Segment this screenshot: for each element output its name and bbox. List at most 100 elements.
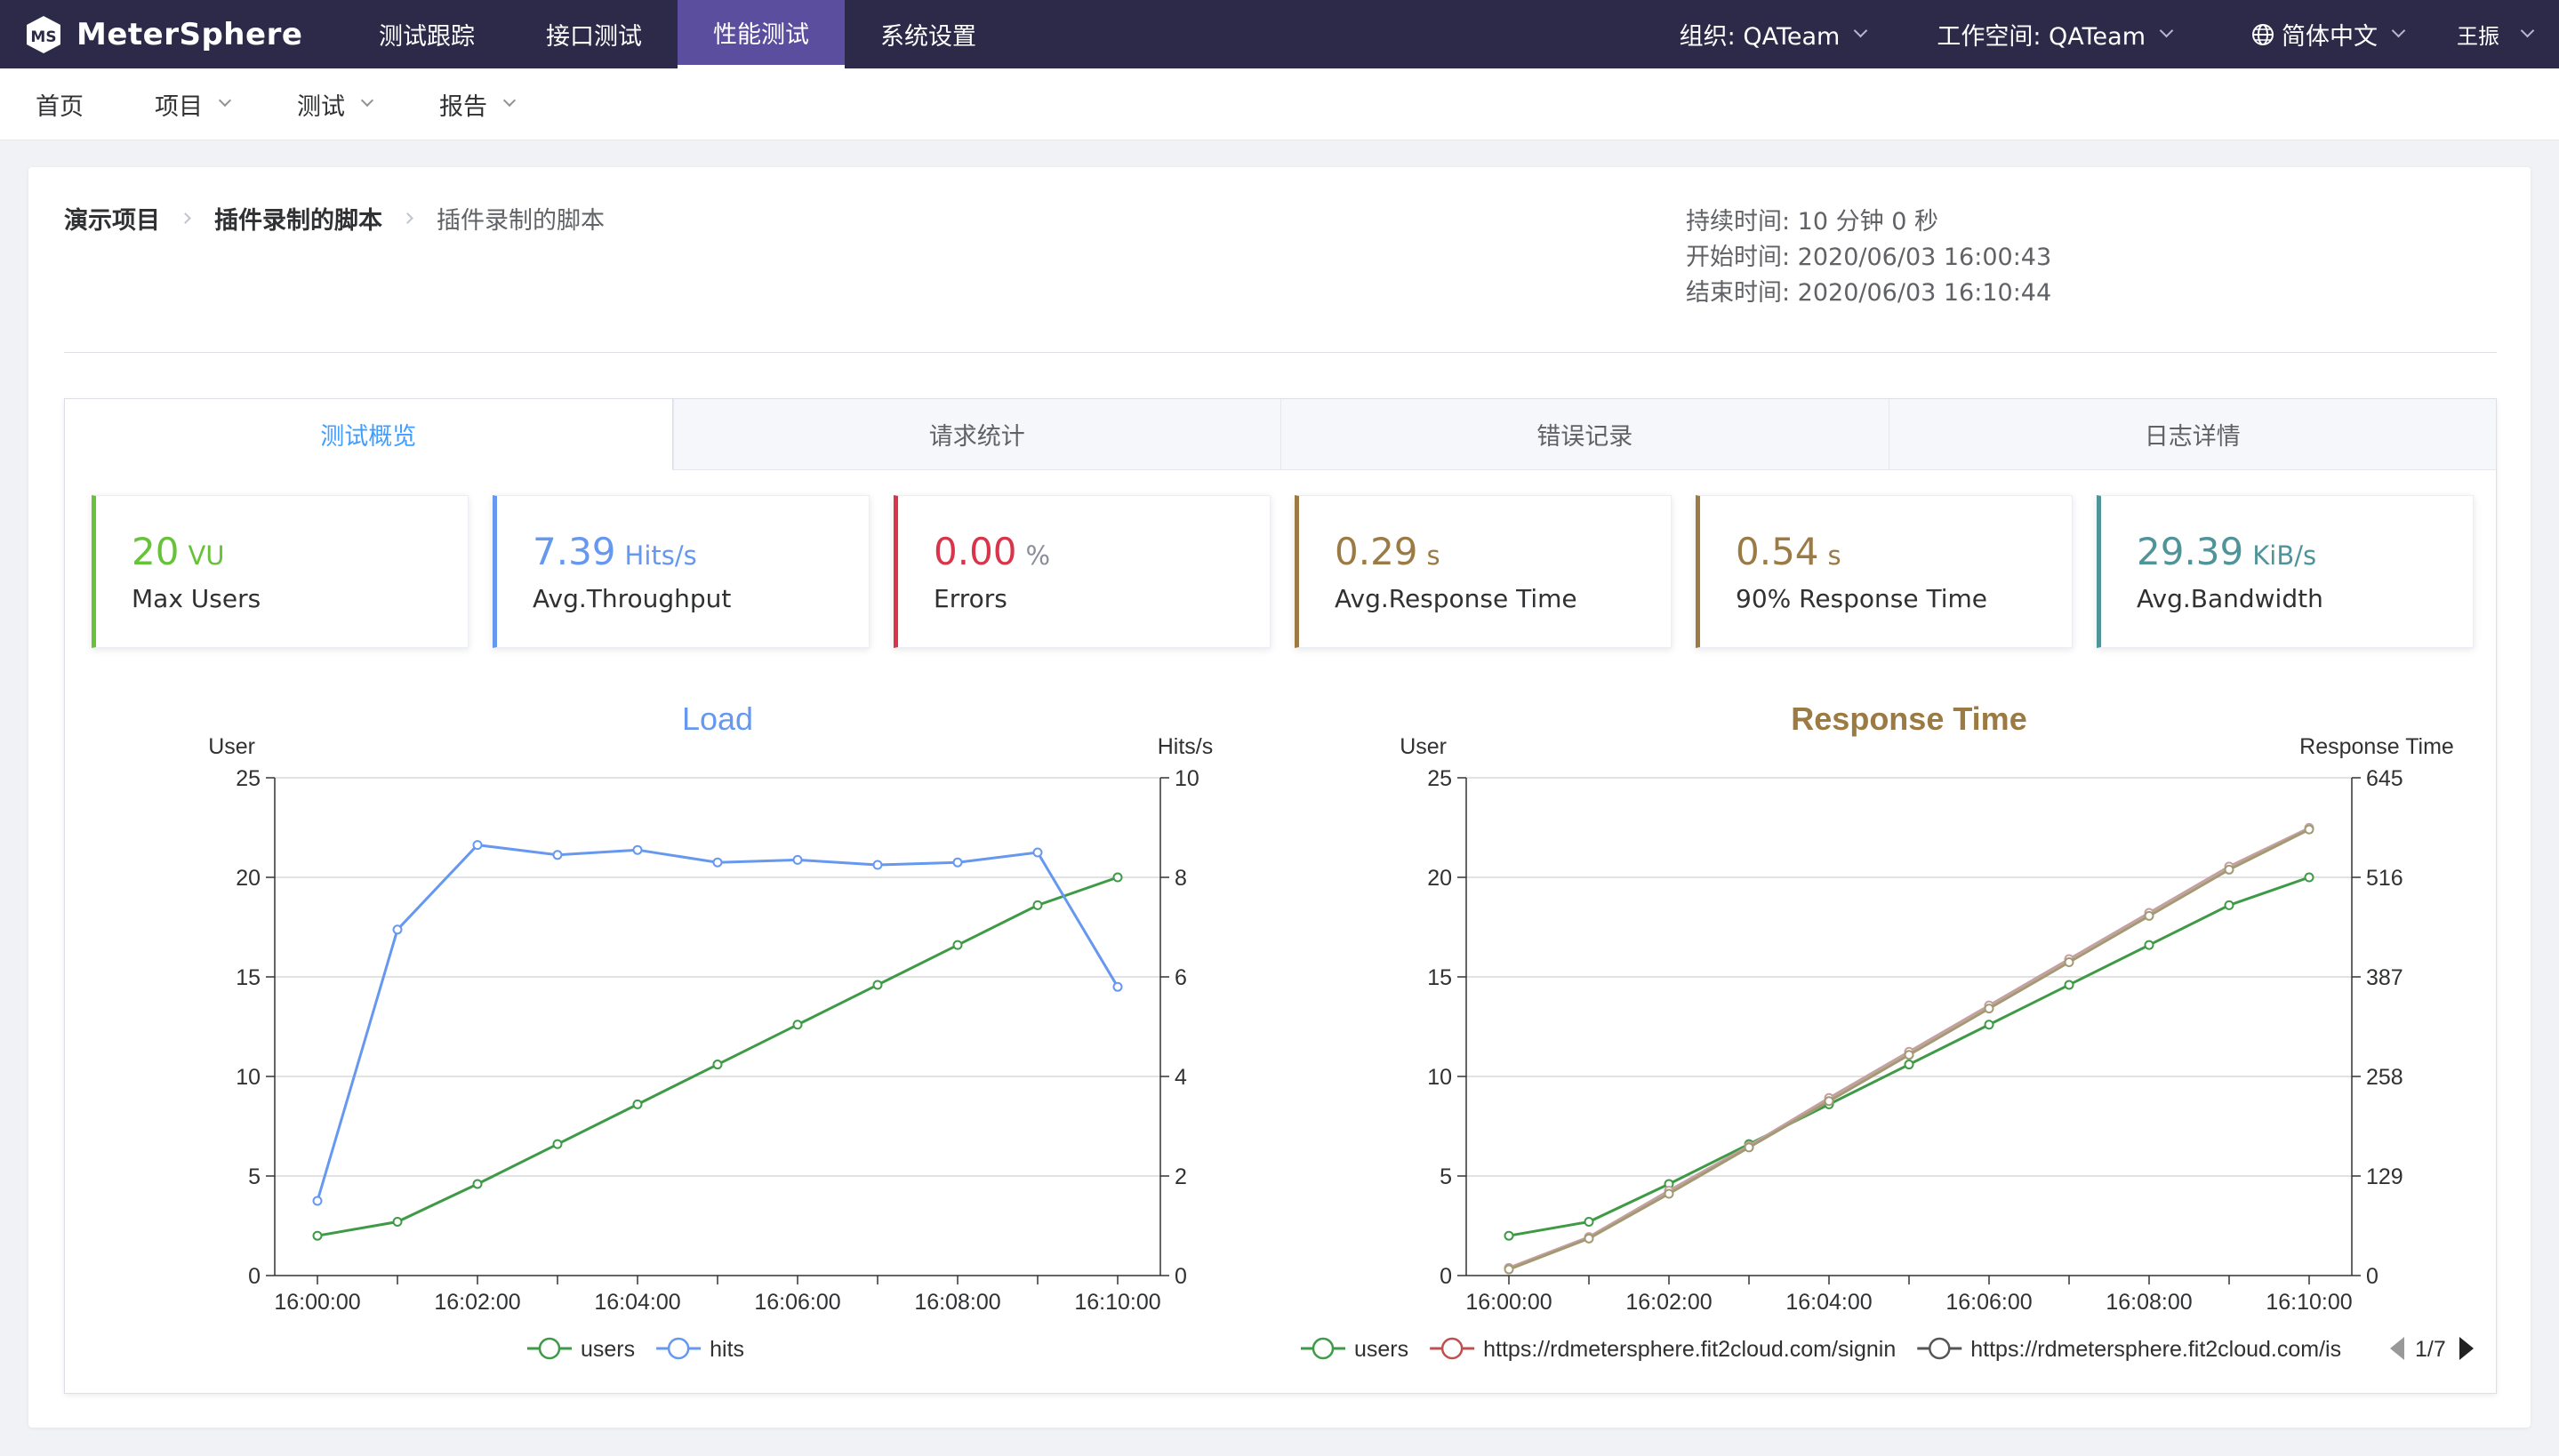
y-tick-label-right: 387 (2366, 965, 2403, 990)
data-point (872, 860, 883, 870)
data-point (552, 850, 563, 860)
y-tick-label-right: 0 (1175, 1264, 1187, 1289)
metersphere-logo-icon: MS (23, 14, 64, 55)
subnav-project[interactable]: 项目 (155, 87, 232, 122)
user-menu[interactable]: 王振 (2457, 19, 2535, 50)
data-point (312, 1230, 323, 1241)
x-tick-label: 16:04:00 (1785, 1290, 1872, 1315)
chevron-right-icon (180, 212, 191, 224)
metric-label: Errors (934, 584, 1007, 613)
data-point (1904, 1060, 1914, 1070)
metric-value: 0.29 (1335, 530, 1418, 573)
data-point (392, 924, 403, 935)
x-tick-label: 16:06:00 (1945, 1290, 2032, 1315)
metric-value: 20 (132, 530, 180, 573)
data-point (392, 1217, 403, 1228)
tab-log-details[interactable]: 日志详情 (1888, 399, 2497, 469)
menu-item-api-test[interactable]: 接口测试 (510, 0, 678, 68)
legend-marker (1312, 1337, 1335, 1360)
data-point (712, 857, 723, 868)
chevron-down-icon (218, 93, 232, 108)
data-point (2224, 900, 2234, 910)
metric-unit: KiB/s (2252, 540, 2317, 571)
subnav-test[interactable]: 测试 (297, 87, 374, 122)
data-point (2064, 980, 2074, 990)
language-switcher[interactable]: 简体中文 (2251, 17, 2406, 52)
org-label: 组织: QATeam (1679, 23, 1841, 51)
subnav-label: 首页 (36, 92, 84, 121)
report-tabs: 测试概览 请求统计 错误记录 日志详情 (65, 399, 2496, 470)
y-axis-left-label: User (208, 734, 255, 759)
legend-label: https://rdmetersphere.fit2cloud.com/is (1970, 1337, 2341, 1362)
metric-label: Max Users (132, 584, 261, 613)
y-tick-label-left: 5 (1440, 1164, 1452, 1189)
data-point (2224, 864, 2234, 875)
data-point (2304, 872, 2314, 883)
y-tick-label-left: 0 (1440, 1264, 1452, 1289)
chart-title: Load (682, 700, 753, 737)
menu-item-test-track[interactable]: 测试跟踪 (343, 0, 510, 68)
sub-navbar: 首页 项目 测试 报告 (0, 68, 2559, 140)
data-point (1984, 1020, 1994, 1030)
data-point (1984, 1004, 1994, 1014)
legend-label: hits (710, 1337, 744, 1362)
data-point (1664, 1188, 1674, 1199)
y-tick-label-left: 15 (1427, 965, 1452, 990)
tab-overview[interactable]: 测试概览 (65, 399, 673, 470)
y-tick-label-left: 5 (248, 1164, 261, 1189)
data-point (952, 940, 963, 950)
y-tick-label-left: 20 (1427, 866, 1452, 891)
menu-item-performance-test[interactable]: 性能测试 (678, 0, 845, 68)
y-tick-label-right: 258 (2366, 1065, 2403, 1090)
metric-label: Avg.Bandwidth (2137, 584, 2323, 613)
start-time-text: 开始时间: 2020/06/03 16:00:43 (1686, 244, 2052, 271)
subnav-report[interactable]: 报告 (439, 87, 517, 122)
metric-label: Avg.Throughput (533, 584, 732, 613)
chevron-down-icon (1854, 23, 1868, 38)
subnav-home[interactable]: 首页 (36, 87, 84, 122)
menu-item-system-settings[interactable]: 系统设置 (845, 0, 1012, 68)
pager-next-icon (2459, 1337, 2474, 1360)
y-tick-label-left: 15 (236, 965, 261, 990)
data-point (1032, 900, 1043, 910)
data-point (1584, 1233, 1594, 1244)
metric-label: Avg.Response Time (1335, 584, 1577, 613)
tab-label: 测试概览 (320, 423, 417, 451)
report-times: 持续时间: 10 分钟 0 秒 开始时间: 2020/06/03 16:00:4… (1686, 204, 2051, 311)
org-switcher[interactable]: 组织: QATeam (1679, 17, 1868, 52)
load-chart: Load User Hits/s 0 5 10 15 20 25 0 2 4 6 8 10 16:00:00 1… (92, 684, 1283, 1377)
data-point (1504, 1230, 1514, 1241)
breadcrumb-project[interactable]: 演示项目 (64, 207, 160, 235)
series-line (316, 844, 1119, 1202)
menu-label: 测试跟踪 (379, 23, 475, 51)
metric-label: 90% Response Time (1736, 584, 1988, 613)
metric-card-p90-response-time: 0.54 s 90% Response Time (1696, 495, 2073, 648)
y-tick-label-right: 645 (2366, 766, 2403, 791)
data-point (2144, 940, 2154, 950)
app-logo[interactable]: MS MeterSphere (23, 0, 343, 68)
x-tick-label: 16:08:00 (914, 1290, 1000, 1315)
x-tick-label: 16:02:00 (434, 1290, 520, 1315)
subnav-label: 报告 (439, 92, 487, 121)
chevron-down-icon (2159, 23, 2174, 38)
y-tick-label-right: 516 (2366, 866, 2403, 891)
chevron-right-icon (402, 212, 413, 224)
breadcrumb-test[interactable]: 插件录制的脚本 (214, 207, 382, 235)
y-tick-label-left: 20 (236, 866, 261, 891)
y-tick-label-left: 10 (236, 1065, 261, 1090)
workspace-switcher[interactable]: 工作空间: QATeam (1937, 17, 2174, 52)
legend-pager: 1/7 (2415, 1337, 2446, 1362)
data-point (1584, 1217, 1594, 1228)
data-point (1744, 1142, 1754, 1153)
tab-error-log[interactable]: 错误记录 (1280, 399, 1889, 469)
chevron-down-icon (502, 93, 517, 108)
metric-unit: s (1426, 540, 1440, 571)
data-point (1504, 1264, 1514, 1275)
y-tick-label-right: 10 (1175, 766, 1199, 791)
metric-card-max-users: 20 VU Max Users (92, 495, 469, 648)
metric-value: 0.00 (934, 530, 1017, 573)
metric-unit: s (1827, 540, 1841, 571)
tab-request-stats[interactable]: 请求统计 (672, 399, 1281, 469)
metric-unit: % (1025, 540, 1051, 571)
metric-value: 7.39 (533, 530, 616, 573)
